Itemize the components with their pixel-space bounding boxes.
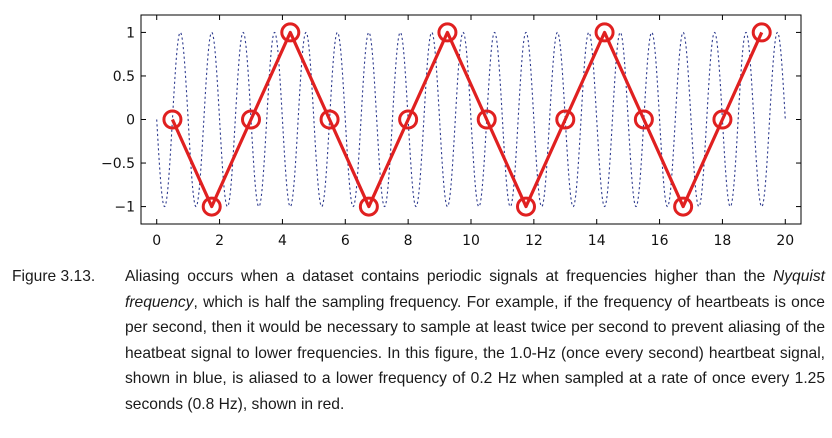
red-sampled-series — [162, 22, 772, 217]
y-tick-label: −0.5 — [101, 156, 135, 172]
red-sample-marker — [319, 109, 340, 130]
x-tick-label: 2 — [215, 233, 224, 249]
x-tick-label: 4 — [278, 233, 287, 249]
red-sample-marker — [673, 196, 694, 217]
blue-signal-series — [156, 31, 786, 208]
caption-text-part-1: Aliasing occurs when a dataset contains … — [125, 268, 773, 285]
x-tick-label: 14 — [588, 233, 606, 249]
red-sample-marker — [162, 109, 183, 130]
red-sample-marker — [358, 196, 379, 217]
red-sampled-line — [170, 30, 764, 209]
red-sample-marker — [437, 22, 458, 43]
caption-text: Aliasing occurs when a dataset contains … — [125, 264, 825, 418]
x-tick-label: 10 — [462, 233, 480, 249]
caption-label: Figure 3.13. — [12, 268, 96, 285]
x-tick-label: 0 — [152, 233, 161, 249]
red-sample-marker — [516, 196, 536, 217]
red-sample-marker — [280, 22, 301, 43]
x-tick-label: 20 — [776, 233, 794, 249]
y-tick-label: 0.5 — [113, 69, 135, 85]
blue-signal-line — [156, 31, 786, 208]
caption-emphasis: Nyquist frequency — [125, 268, 825, 311]
red-sample-marker — [712, 109, 733, 130]
x-tick-label: 16 — [651, 233, 669, 249]
red-sample-marker — [398, 109, 419, 130]
x-tick-label: 12 — [525, 233, 543, 249]
red-sample-marker — [751, 22, 772, 43]
red-sample-marker — [555, 109, 576, 130]
red-sample-marker — [594, 22, 615, 43]
aliasing-chart: 0 2 4 6 8 10 12 14 16 18 20 1 0.5 0 −0.5 −1 — [101, 14, 802, 249]
y-tick-label: −1 — [114, 200, 135, 216]
caption-text-part-2: , which is half the sampling frequency. … — [125, 293, 825, 413]
figure-caption: Figure 3.13. Aliasing occurs when a data… — [12, 264, 828, 418]
red-sample-marker — [241, 109, 261, 130]
x-tick-label: 6 — [341, 233, 350, 249]
x-tick-label: 18 — [714, 233, 732, 249]
y-tick-label: 1 — [126, 25, 135, 41]
x-tick-label: 8 — [404, 233, 413, 249]
red-sample-marker — [476, 109, 497, 130]
red-sample-marker — [201, 196, 222, 217]
y-tick-label: 0 — [126, 113, 135, 129]
red-sample-marker — [633, 109, 654, 130]
axes: 0 2 4 6 8 10 12 14 16 18 20 1 0.5 0 −0.5 −1 — [101, 15, 801, 249]
